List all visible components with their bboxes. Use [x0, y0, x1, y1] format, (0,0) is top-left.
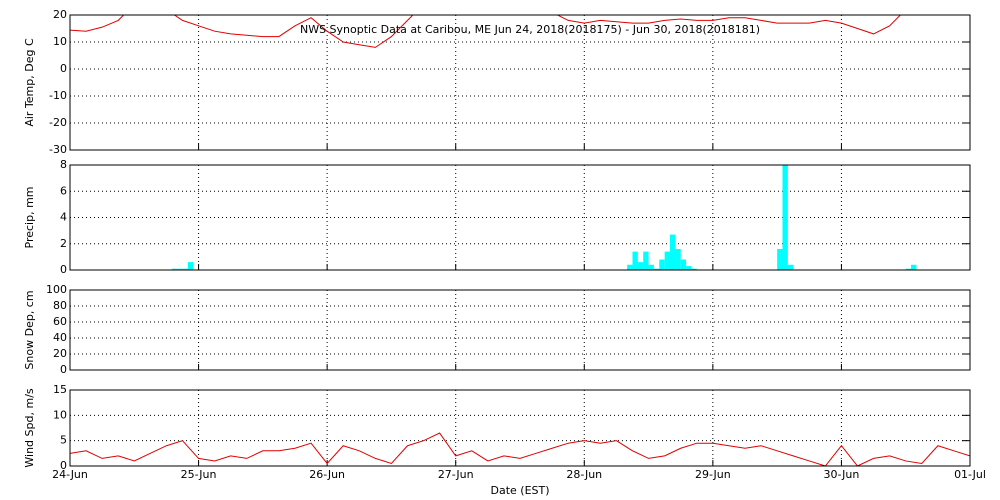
y-tick-label: 40 [53, 331, 67, 344]
y-tick-label: 0 [60, 62, 67, 75]
y-tick-label: 20 [53, 8, 67, 21]
x-tick-label: 27-Jun [438, 468, 474, 481]
plot-area [171, 165, 917, 270]
y-tick-label: 0 [60, 263, 67, 276]
plot-frame [69, 164, 971, 271]
plot-frame [69, 289, 971, 371]
y-tick-label: 6 [60, 184, 67, 197]
y-tick-label: 15 [53, 383, 67, 396]
bar [782, 165, 788, 270]
y-tick-label: -30 [49, 143, 67, 156]
x-tick-label: 28-Jun [566, 468, 602, 481]
bar [659, 259, 665, 270]
y-tick-label: 20 [53, 347, 67, 360]
bar [637, 262, 644, 270]
bar [911, 264, 917, 270]
y-tick-label: 0 [60, 459, 67, 472]
bar [177, 268, 183, 270]
x-tick-label: 01-Jul [954, 468, 986, 481]
y-tick-label: 4 [60, 211, 67, 224]
bar [653, 268, 660, 270]
plot-frame [69, 389, 971, 467]
y-axis-label: Wind Spd, m/s [23, 388, 36, 468]
plot-area [70, 432, 970, 466]
y-tick-label: -10 [49, 89, 67, 102]
series-line [70, 15, 902, 48]
bar [648, 264, 654, 270]
bar [664, 251, 670, 270]
bar [627, 264, 633, 270]
y-tick-label: -20 [49, 116, 67, 129]
y-tick-label: 80 [53, 299, 67, 312]
plot-area [70, 15, 902, 48]
bar [643, 251, 649, 270]
bar [632, 251, 638, 270]
bar [670, 234, 676, 270]
bar [777, 249, 783, 270]
x-tick-label: 26-Jun [309, 468, 345, 481]
x-tick-label: 30-Jun [824, 468, 860, 481]
y-tick-label: 60 [53, 315, 67, 328]
bar [680, 259, 687, 270]
y-tick-label: 10 [53, 35, 67, 48]
y-tick-label: 10 [53, 408, 67, 421]
bar [187, 262, 194, 270]
x-tick-label: 24-Jun [52, 468, 88, 481]
bar [691, 268, 697, 270]
bar [171, 268, 178, 270]
y-tick-label: 8 [60, 158, 67, 171]
bar [686, 266, 692, 270]
x-axis-label: Date (EST) [490, 484, 549, 497]
plot-frame [69, 14, 971, 151]
bar [675, 249, 681, 270]
y-tick-label: 100 [46, 283, 67, 296]
bar [905, 268, 912, 270]
bar [182, 268, 188, 270]
y-axis-label: Snow Dep, cm [23, 290, 36, 369]
series-line [70, 432, 970, 466]
y-tick-label: 5 [60, 434, 67, 447]
x-tick-label: 29-Jun [695, 468, 731, 481]
bar [787, 264, 794, 270]
y-axis-label: Precip, mm [23, 187, 36, 249]
y-tick-label: 2 [60, 237, 67, 250]
x-tick-label: 25-Jun [181, 468, 217, 481]
y-tick-label: 0 [60, 363, 67, 376]
chart-title: NWS Synoptic Data at Caribou, ME Jun 24,… [300, 23, 760, 36]
y-axis-label: Air Temp, Deg C [23, 38, 36, 127]
